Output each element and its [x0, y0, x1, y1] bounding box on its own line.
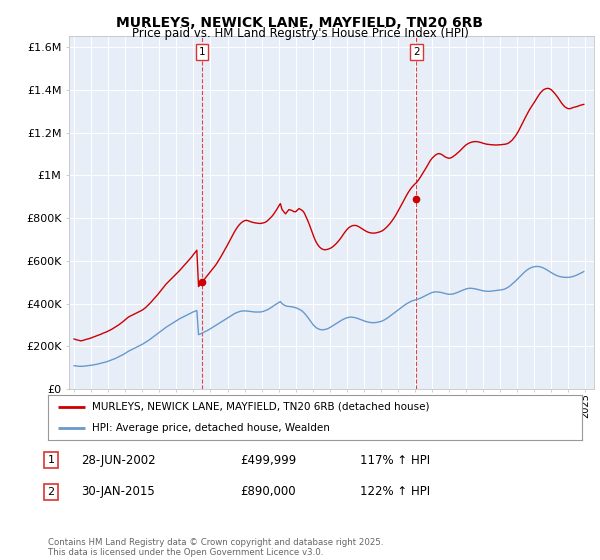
Text: Contains HM Land Registry data © Crown copyright and database right 2025.
This d: Contains HM Land Registry data © Crown c…: [48, 538, 383, 557]
Text: £890,000: £890,000: [240, 485, 296, 498]
Text: HPI: Average price, detached house, Wealden: HPI: Average price, detached house, Weal…: [92, 423, 329, 433]
Text: £499,999: £499,999: [240, 454, 296, 467]
Text: 30-JAN-2015: 30-JAN-2015: [81, 485, 155, 498]
Text: 28-JUN-2002: 28-JUN-2002: [81, 454, 155, 467]
Text: 1: 1: [47, 455, 55, 465]
Text: MURLEYS, NEWICK LANE, MAYFIELD, TN20 6RB (detached house): MURLEYS, NEWICK LANE, MAYFIELD, TN20 6RB…: [92, 402, 429, 412]
Text: MURLEYS, NEWICK LANE, MAYFIELD, TN20 6RB: MURLEYS, NEWICK LANE, MAYFIELD, TN20 6RB: [116, 16, 484, 30]
Text: 122% ↑ HPI: 122% ↑ HPI: [360, 485, 430, 498]
Text: 2: 2: [47, 487, 55, 497]
Text: 1: 1: [199, 47, 205, 57]
Text: 117% ↑ HPI: 117% ↑ HPI: [360, 454, 430, 467]
Text: Price paid vs. HM Land Registry's House Price Index (HPI): Price paid vs. HM Land Registry's House …: [131, 27, 469, 40]
Text: 2: 2: [413, 47, 419, 57]
